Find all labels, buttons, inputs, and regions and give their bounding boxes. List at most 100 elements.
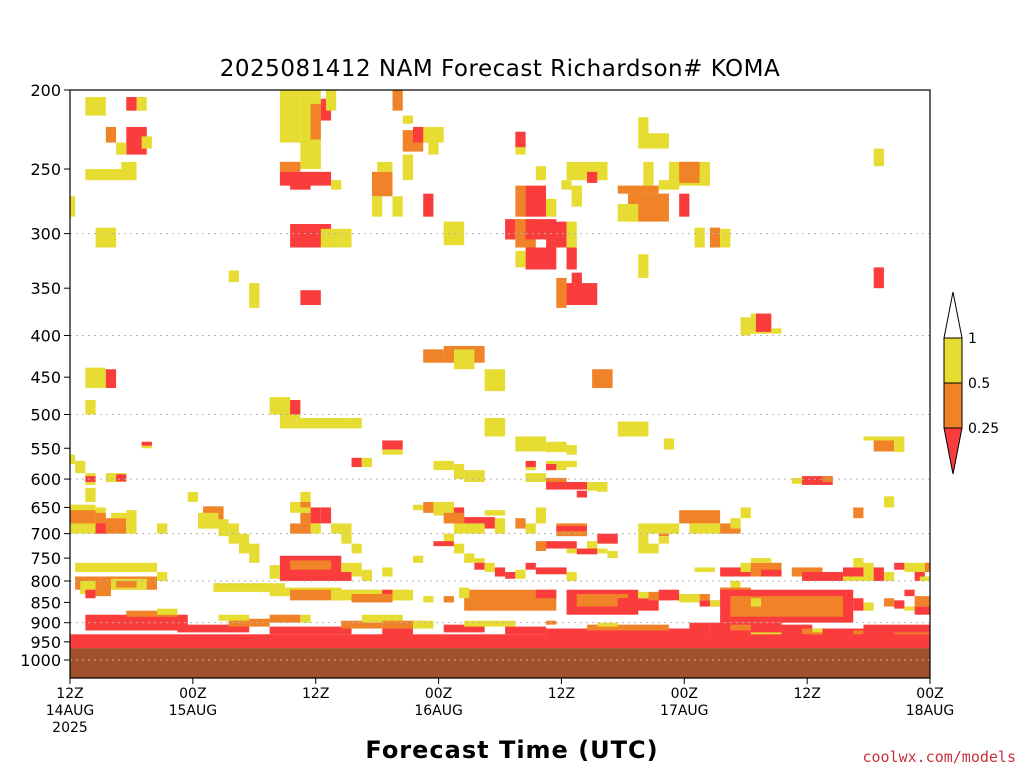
heatmap-cell [535,567,547,575]
heatmap-cell [571,272,582,289]
heatmap-cell [546,567,567,575]
heatmap-cell [566,221,577,248]
y-tick-label: 850 [30,593,61,612]
heatmap-cell [484,369,506,392]
heatmap-cell [883,496,895,508]
heatmap-cell [351,562,362,577]
heatmap-cell [663,438,675,450]
heatmap-cell [761,569,782,577]
heatmap-cell [863,436,895,441]
heatmap-cell [679,193,690,217]
heatmap-cell [70,634,930,649]
heatmap-cell [505,626,547,635]
heatmap-cell [453,464,465,480]
heatmap-cell [556,526,588,532]
heatmap-cell [546,441,567,453]
heatmap-cell [300,512,311,524]
heatmap-cell [341,228,352,248]
heatmap-cell [290,400,301,415]
y-tick-label: 1000 [20,651,61,670]
heatmap-cell [228,618,270,627]
heatmap-cell [85,487,96,502]
heatmap-cell [70,196,76,217]
heatmap-cell [310,523,321,534]
heatmap-cell [464,620,516,627]
heatmap-cell [709,600,721,607]
y-tick-label: 800 [30,572,61,591]
heatmap-cell [546,198,557,217]
below-ground-area [70,648,930,678]
heatmap-cell [95,227,117,248]
y-axis: 200 250 300 350 400 450 500 550 600 650 700 750 800 8… [20,81,70,670]
heatmap-cell [290,523,311,534]
heatmap-cell [197,512,219,529]
heatmap-cell [126,610,178,617]
heatmap-cell [802,476,833,485]
y-tick-label: 650 [30,498,61,517]
y-tick-label: 950 [30,633,61,652]
heatmap-cell [750,558,772,563]
heatmap-cell [361,457,373,468]
heatmap-cell [658,536,669,544]
heatmap-cell [290,589,342,601]
heatmap-cell [95,523,106,534]
heatmap-cell [392,594,413,601]
heatmap-cell [341,620,383,629]
heatmap-cell [730,580,741,588]
heatmap-cell [924,562,930,573]
heatmap-cell [525,473,547,483]
heatmap-cell [85,169,137,181]
x-tick-label: 00Z [425,686,452,702]
heatmap-cell [617,204,639,222]
heatmap-cell [904,562,930,573]
heatmap-cell [361,614,403,623]
heatmap-cell [494,567,506,577]
colorbar: 1 0.5 0.25 [943,291,999,475]
heatmap-cell [484,562,495,573]
heatmap-cell [525,185,547,217]
heatmap-cell [853,598,864,611]
heatmap-cell [755,313,772,332]
heatmap-cell [310,507,321,524]
heatmap-cell [853,507,864,519]
x-tick-label: 18AUG [906,703,955,719]
heatmap-cell [587,624,669,631]
heatmap-cell [791,567,823,577]
heatmap-cell [904,589,915,597]
heatmap-cell [802,572,843,581]
heatmap-cell [351,457,362,468]
heatmap-cell [750,598,762,607]
heatmap-cell [566,548,577,554]
heatmap-cell [679,161,700,183]
heatmap-cell [689,523,710,534]
heatmap-cell [290,180,311,190]
heatmap-cell [269,565,280,579]
heatmap-cell [853,630,864,637]
heatmap-cell [576,594,628,607]
heatmap-cell [576,548,598,555]
heatmap-cell [699,176,710,186]
heatmap-cell [141,136,152,149]
site-credit: coolwx.com/models [862,748,1016,766]
heatmap-cell [218,519,229,537]
heatmap-cell [177,624,250,633]
heatmap-cell [771,328,782,334]
heatmap-cell [279,572,352,581]
heatmap-cell [423,193,434,217]
heatmap-cell [331,180,342,190]
y-tick-label: 550 [30,439,61,458]
heatmap-cell [464,470,485,483]
heatmap-cell [571,185,582,207]
heatmap-cell [249,543,260,563]
heatmap-cell [853,558,864,568]
colorbar-label-0.5: 0.5 [968,376,990,392]
colorbar-label-0.25: 0.25 [968,421,999,437]
heatmap-cell [740,317,751,336]
heatmap-cell [331,523,342,534]
heatmap-cell [433,541,454,547]
heatmap-cell [525,460,536,468]
heatmap-cell [116,474,127,482]
heatmap-cell [126,97,137,111]
heatmap-cell [535,166,547,181]
heatmap-cell [75,562,158,573]
